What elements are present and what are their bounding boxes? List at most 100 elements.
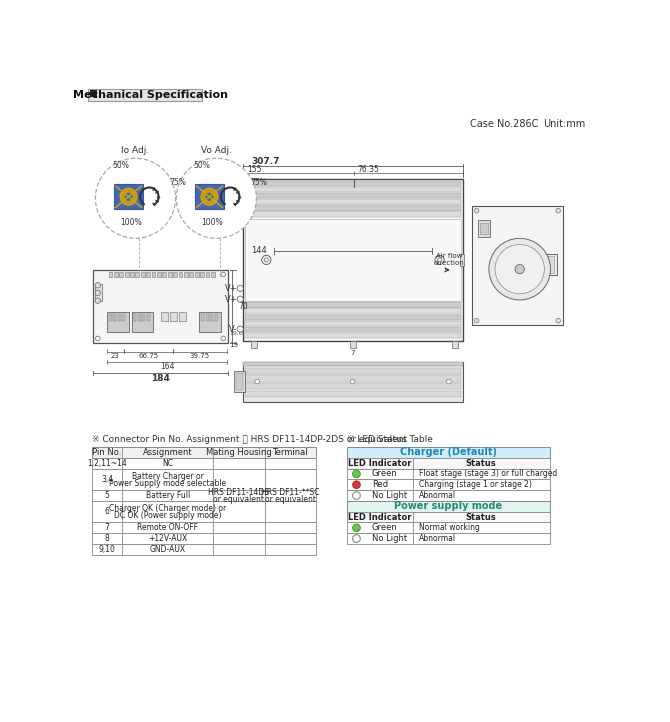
Bar <box>251 341 257 348</box>
Bar <box>347 512 549 523</box>
Text: DC OK (Power supply mode): DC OK (Power supply mode) <box>114 511 222 520</box>
Bar <box>347 469 549 479</box>
Circle shape <box>352 481 360 489</box>
Text: Normal working: Normal working <box>419 523 480 532</box>
Text: Pin No.: Pin No. <box>92 448 122 457</box>
FancyArrowPatch shape <box>445 268 449 272</box>
Bar <box>114 272 118 277</box>
Bar <box>452 341 458 348</box>
Text: Battery Charger or: Battery Charger or <box>132 471 204 481</box>
Text: V+: V+ <box>224 284 237 293</box>
Bar <box>215 314 218 321</box>
Bar <box>201 314 204 321</box>
Text: Green: Green <box>372 523 397 532</box>
Circle shape <box>120 188 137 205</box>
Circle shape <box>95 336 100 341</box>
Circle shape <box>237 285 243 292</box>
Bar <box>141 272 145 277</box>
Text: 50%: 50% <box>193 162 210 170</box>
Text: Status: Status <box>466 513 496 521</box>
Bar <box>245 391 461 397</box>
Bar <box>245 327 461 332</box>
Text: Charging (stage 1 or stage 2): Charging (stage 1 or stage 2) <box>419 480 532 490</box>
Text: or equivalent: or equivalent <box>265 495 316 504</box>
Circle shape <box>352 492 360 500</box>
Bar <box>170 312 177 321</box>
Text: 100%: 100% <box>120 219 141 227</box>
Bar <box>460 253 464 266</box>
Bar <box>540 253 557 275</box>
Bar <box>243 362 463 401</box>
Circle shape <box>237 296 243 303</box>
Circle shape <box>176 158 257 238</box>
Circle shape <box>95 298 100 303</box>
Bar <box>93 270 228 343</box>
Bar <box>92 501 316 523</box>
Bar <box>243 362 463 366</box>
Text: Terminal: Terminal <box>273 448 308 457</box>
Text: 6: 6 <box>105 507 109 516</box>
Text: Remote ON-OFF: Remote ON-OFF <box>137 523 198 532</box>
Text: Abnormal: Abnormal <box>419 534 456 543</box>
Bar <box>245 212 461 217</box>
Text: Abnormal: Abnormal <box>419 491 456 500</box>
Bar <box>114 184 143 209</box>
Text: Charger (Default): Charger (Default) <box>399 448 496 458</box>
Text: 1,2,11~14: 1,2,11~14 <box>87 458 127 468</box>
Text: Air flow
direction: Air flow direction <box>433 253 464 266</box>
Bar <box>180 312 186 321</box>
Bar <box>179 272 182 277</box>
Bar <box>245 180 461 186</box>
Circle shape <box>352 535 360 542</box>
Bar <box>347 534 549 544</box>
Text: 23: 23 <box>111 353 119 359</box>
Bar <box>211 272 215 277</box>
Text: +12V-AUX: +12V-AUX <box>148 534 188 543</box>
Circle shape <box>352 470 360 478</box>
Bar <box>245 315 461 320</box>
Bar <box>195 184 224 209</box>
Text: V+: V+ <box>224 295 237 304</box>
Circle shape <box>201 188 218 205</box>
Text: 76.35: 76.35 <box>358 165 379 173</box>
Text: 50%: 50% <box>113 162 129 170</box>
Circle shape <box>515 264 525 274</box>
Circle shape <box>124 192 133 201</box>
Text: No Light: No Light <box>372 491 407 500</box>
Circle shape <box>474 318 479 323</box>
Bar <box>347 490 549 501</box>
Text: HRS DF11-**SC: HRS DF11-**SC <box>261 488 320 497</box>
Bar <box>94 284 103 300</box>
Text: 307.7: 307.7 <box>251 157 279 166</box>
Bar <box>245 383 461 389</box>
Bar <box>245 193 461 199</box>
Bar <box>123 314 125 321</box>
Text: LED Indicator: LED Indicator <box>348 513 411 521</box>
Bar <box>478 220 490 237</box>
Bar <box>210 314 213 321</box>
Text: HRS DF11-14DS: HRS DF11-14DS <box>208 488 269 497</box>
Bar <box>135 272 139 277</box>
Bar <box>480 223 488 234</box>
Bar <box>174 272 177 277</box>
Bar <box>88 89 202 100</box>
Circle shape <box>221 272 226 277</box>
Bar <box>168 272 172 277</box>
Bar <box>92 523 316 534</box>
Bar <box>130 272 134 277</box>
Text: or equivalent: or equivalent <box>213 495 264 504</box>
Bar <box>245 321 461 326</box>
Circle shape <box>237 326 243 332</box>
Circle shape <box>255 379 259 384</box>
Bar <box>138 314 141 321</box>
Circle shape <box>350 379 355 384</box>
Text: Green: Green <box>372 469 397 479</box>
Text: Io Adj.: Io Adj. <box>121 146 149 155</box>
Bar <box>113 314 116 321</box>
Bar <box>125 272 129 277</box>
Bar <box>143 314 145 321</box>
Text: Mechanical Specification: Mechanical Specification <box>74 90 228 100</box>
Bar <box>245 375 461 381</box>
Text: GND-AUX: GND-AUX <box>150 545 186 554</box>
Bar <box>245 199 461 204</box>
